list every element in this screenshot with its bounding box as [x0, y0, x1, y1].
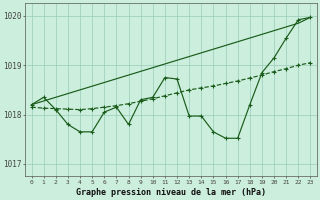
X-axis label: Graphe pression niveau de la mer (hPa): Graphe pression niveau de la mer (hPa): [76, 188, 266, 197]
